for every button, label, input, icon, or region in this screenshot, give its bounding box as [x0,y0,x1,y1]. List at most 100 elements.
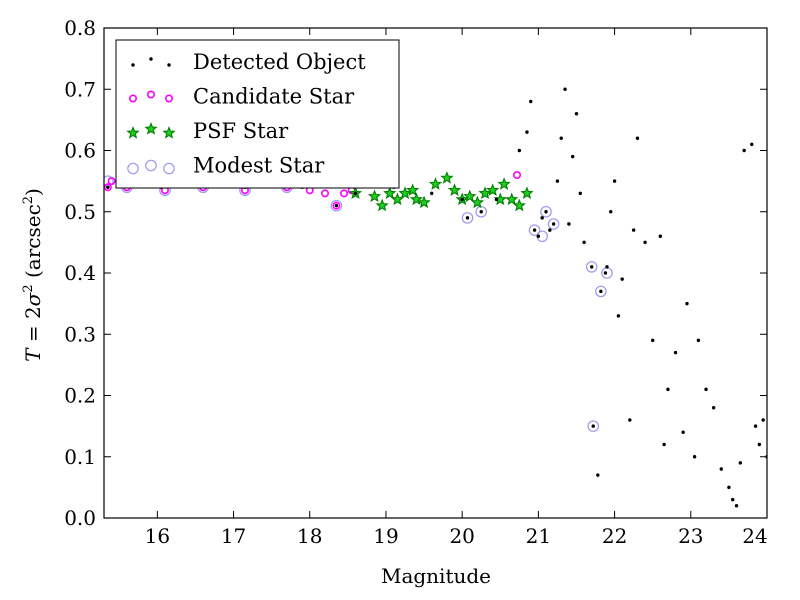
y-tick-label: 0.0 [64,506,96,530]
plot-area [104,87,767,508]
data-point [479,210,483,214]
data-point [104,183,112,192]
data-point [529,99,533,104]
data-point [631,228,636,232]
legend-marker [162,126,176,139]
data-point [497,177,511,190]
series-psf-star [348,171,534,212]
legend-marker [144,122,158,135]
data-point [405,183,420,196]
y-tick-label: 0.8 [64,16,96,40]
data-point [375,198,389,212]
data-point [540,216,544,220]
data-point [429,191,434,196]
data-point [547,218,560,230]
data-point [320,189,329,198]
legend-marker [129,94,138,103]
data-point [505,192,519,206]
legend-label: Candidate Star [193,85,355,109]
data-point [587,420,600,432]
data-point [494,197,499,202]
x-axis-ticks: 16 17 18 19 20 21 22 23 24 [145,28,768,548]
data-point [520,186,534,200]
data-point [478,186,492,200]
data-point [742,148,746,153]
data-point [692,455,697,459]
data-point [662,442,666,447]
data-point [512,198,526,212]
x-tick-label: 21 [526,524,551,548]
y-axis-title-close: ) [21,188,45,196]
data-point [591,424,595,428]
legend: Detected Object Candidate Star PSF Star Mod… [115,39,400,189]
y-tick-label: 0.7 [64,77,96,101]
y-axis-title-eq: = 2 [21,306,45,348]
data-point [334,203,339,208]
data-point [609,210,613,214]
data-point [106,185,110,189]
series-modest-star [104,175,613,432]
data-point [599,289,603,294]
data-point [475,205,488,218]
x-tick-label: 16 [145,524,170,548]
legend-box [115,39,400,189]
data-point [559,136,563,140]
data-point [616,314,621,318]
data-point [532,228,537,232]
data-point [417,195,431,209]
x-tick-label: 17 [221,524,246,548]
data-point [753,424,758,428]
y-tick-label: 0.4 [64,261,96,285]
data-point [578,191,582,196]
legend-label: PSF Star [193,119,289,143]
legend-label: Modest Star [193,154,325,178]
data-point [685,301,689,306]
data-point [643,240,647,245]
data-point [107,177,116,186]
y-axis-title-exp: 2 [21,284,36,292]
legend-marker [149,57,153,61]
data-point [696,338,701,343]
data-point [398,186,412,200]
legend-label: Detected Object [193,50,366,74]
data-point [666,387,670,392]
data-point [513,171,522,180]
data-point [750,142,754,147]
data-point [681,430,685,434]
data-point [551,222,556,226]
legend-marker [163,162,175,175]
data-point [465,216,470,220]
x-tick-label: 20 [449,524,474,548]
data-point [620,277,624,281]
data-point [731,497,735,502]
data-point [544,210,548,214]
data-point [673,350,678,355]
data-point [761,418,765,422]
data-point [536,234,541,238]
data-point [658,234,663,238]
legend-marker [145,159,157,172]
data-point [563,87,567,91]
y-tick-label: 0.1 [64,445,96,469]
data-point [428,177,443,190]
legend-marker [127,162,139,175]
y-axis-title: T = 2σ2 (arcsec2) [21,188,45,362]
data-point [628,418,632,422]
data-point [757,442,762,447]
x-tick-label: 22 [602,524,627,548]
data-point [590,265,594,269]
data-point [383,186,397,200]
data-point [528,224,541,236]
data-point [485,183,500,196]
y-axis-ticks: 0.0 0.1 0.2 0.3 0.4 0.5 0.6 0.7 0.8 [64,16,767,530]
data-point [603,271,608,275]
data-point [463,189,477,203]
y-tick-label: 0.2 [64,384,96,408]
data-point [332,201,341,210]
data-point [340,189,349,198]
data-point [540,205,552,218]
data-point [470,195,485,209]
legend-marker [147,90,156,99]
data-point [635,136,640,140]
